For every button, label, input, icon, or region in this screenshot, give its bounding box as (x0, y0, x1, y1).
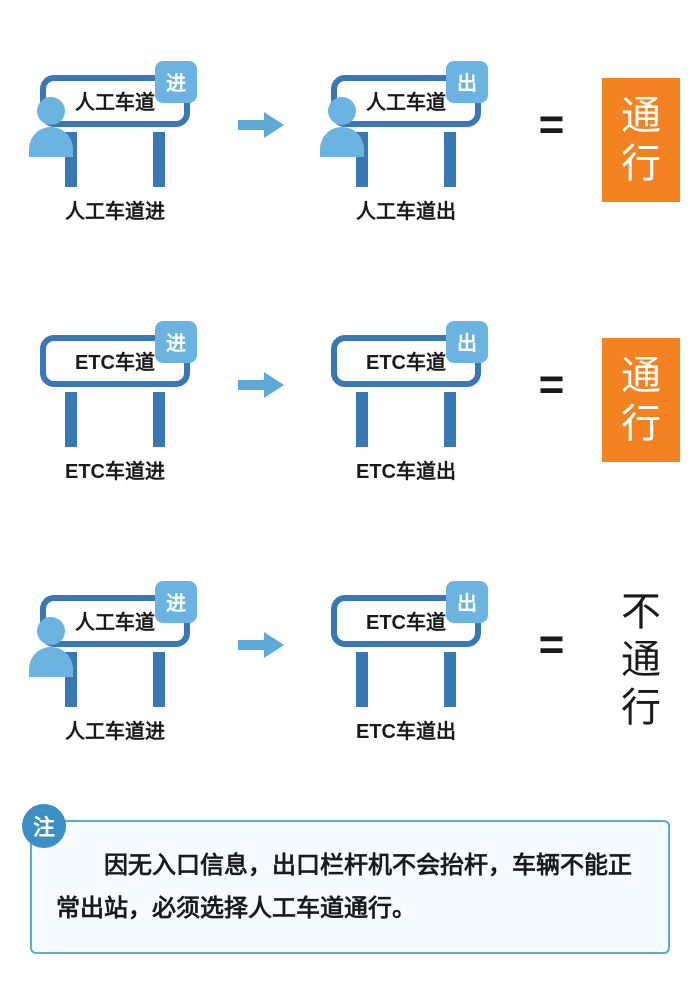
booth-label: 人工车道进 (65, 715, 165, 744)
equals-sign: = (527, 620, 577, 670)
direction-badge-icon: 出 (446, 61, 488, 103)
direction-badge-icon: 进 (155, 61, 197, 103)
booth-entry: 人工车道 进 人工车道进 (20, 57, 210, 224)
booth-operator-icon (29, 97, 73, 157)
booth-label: ETC车道进 (65, 455, 165, 484)
result-badge: 通行 (602, 338, 680, 462)
booth-entry: ETC车道 进 ETC车道进 (20, 317, 210, 484)
equals-sign: = (527, 100, 577, 150)
equals-sign: = (527, 360, 577, 410)
booth-exit: 人工车道 出 人工车道出 (311, 57, 501, 224)
booth-operator-icon (29, 617, 73, 677)
scenario-row-3: 人工车道 进 人工车道进 ETC车道 出 ETC车道出 = 不通行 (20, 560, 680, 760)
booth-label: 人工车道出 (356, 195, 456, 224)
result-badge: 不通行 (602, 574, 680, 746)
note-box: 注 因无入口信息，出口栏杆机不会抬杆，车辆不能正常出站，必须选择人工车道通行。 (30, 820, 670, 954)
booth-exit: ETC车道 出 ETC车道出 (311, 577, 501, 744)
direction-badge-icon: 进 (155, 581, 197, 623)
arrow-icon (236, 630, 286, 660)
booth-exit: ETC车道 出 ETC车道出 (311, 317, 501, 484)
direction-badge-icon: 进 (155, 321, 197, 363)
direction-badge-icon: 出 (446, 581, 488, 623)
result-badge: 通行 (602, 78, 680, 202)
note-text: 因无入口信息，出口栏杆机不会抬杆，车辆不能正常出站，必须选择人工车道通行。 (56, 844, 644, 930)
booth-label: ETC车道出 (356, 455, 456, 484)
scenario-row-2: ETC车道 进 ETC车道进 ETC车道 出 ETC车道出 = 通行 (20, 300, 680, 500)
booth-operator-icon (320, 97, 364, 157)
arrow-icon (236, 370, 286, 400)
booth-label: 人工车道进 (65, 195, 165, 224)
booth-entry: 人工车道 进 人工车道进 (20, 577, 210, 744)
direction-badge-icon: 出 (446, 321, 488, 363)
booth-label: ETC车道出 (356, 715, 456, 744)
note-badge-icon: 注 (22, 804, 66, 848)
arrow-icon (236, 110, 286, 140)
scenario-row-1: 人工车道 进 人工车道进 人工车道 出 人工车道出 = 通 (20, 40, 680, 240)
